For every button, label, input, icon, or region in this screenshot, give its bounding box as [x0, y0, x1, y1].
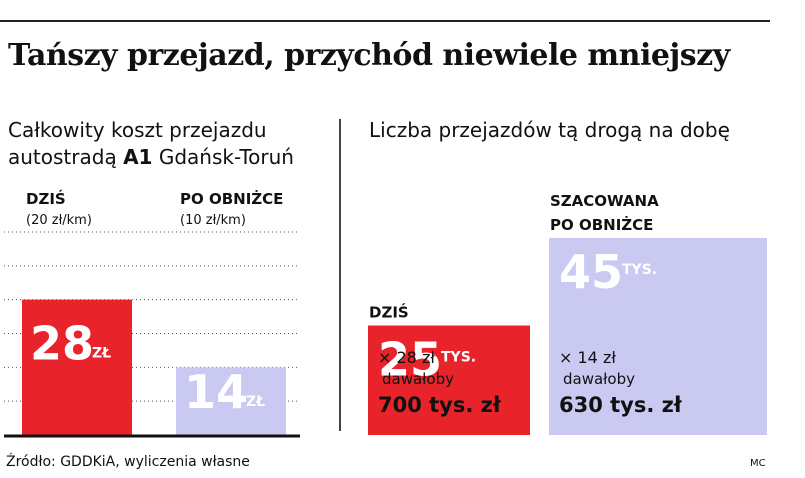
value-unit-1: TYS. [441, 350, 476, 366]
value-label-2: 45 [559, 245, 623, 299]
annotation-multiplier-2: × 14 zł [559, 348, 616, 367]
category-note-2: (10 zł/km) [180, 213, 246, 228]
annotation-total-1: 700 tys. zł [378, 393, 502, 417]
source-note: Źródło: GDDKiA, wyliczenia własne [6, 454, 250, 470]
category-note-1: (20 zł/km) [26, 213, 92, 228]
value-unit-2: ZŁ [246, 394, 265, 410]
category-label-1-1: DZIŚ [369, 303, 409, 322]
left-subtitle-prefix: autostradą [8, 145, 124, 169]
author-credit: MC [750, 458, 766, 469]
category-label-1: DZIŚ [26, 189, 66, 208]
road-name: A1 [123, 145, 153, 169]
bar-1 [368, 325, 530, 435]
category-label-2-2: PO OBNIŻCE [550, 215, 653, 234]
bar-2 [176, 367, 286, 435]
annotation-text-1: dawałoby [382, 370, 454, 388]
bar-1 [22, 299, 132, 435]
bar-2 [549, 237, 767, 435]
annotation-text-2: dawałoby [563, 370, 635, 388]
value-unit-2: TYS. [622, 262, 657, 278]
left-subtitle-line1: Całkowity koszt przejazdu [8, 118, 267, 142]
value-label-1: 28 [30, 317, 94, 371]
annotation-total-2: 630 tys. zł [559, 393, 683, 417]
panel-divider [339, 119, 341, 431]
category-label-2: PO OBNIŻCE [180, 189, 283, 208]
page-title: Tańszy przejazd, przychód niewiele mniej… [8, 38, 730, 73]
value-unit-1: ZŁ [92, 346, 111, 362]
left-subtitle-line2: autostradą A1 Gdańsk-Toruń [8, 144, 294, 171]
top-rule [0, 20, 770, 22]
left-panel-subtitle: Całkowity koszt przejazdu autostradą A1 … [8, 117, 294, 171]
annotation-multiplier-1: × 28 zł [378, 348, 435, 367]
right-panel-subtitle: Liczba przejazdów tą drogą na dobę [369, 118, 730, 142]
category-label-2-1: SZACOWANA [550, 192, 659, 210]
value-label-2: 14 [184, 365, 248, 419]
value-label-1: 25 [378, 333, 442, 387]
left-subtitle-suffix: Gdańsk-Toruń [152, 145, 294, 169]
